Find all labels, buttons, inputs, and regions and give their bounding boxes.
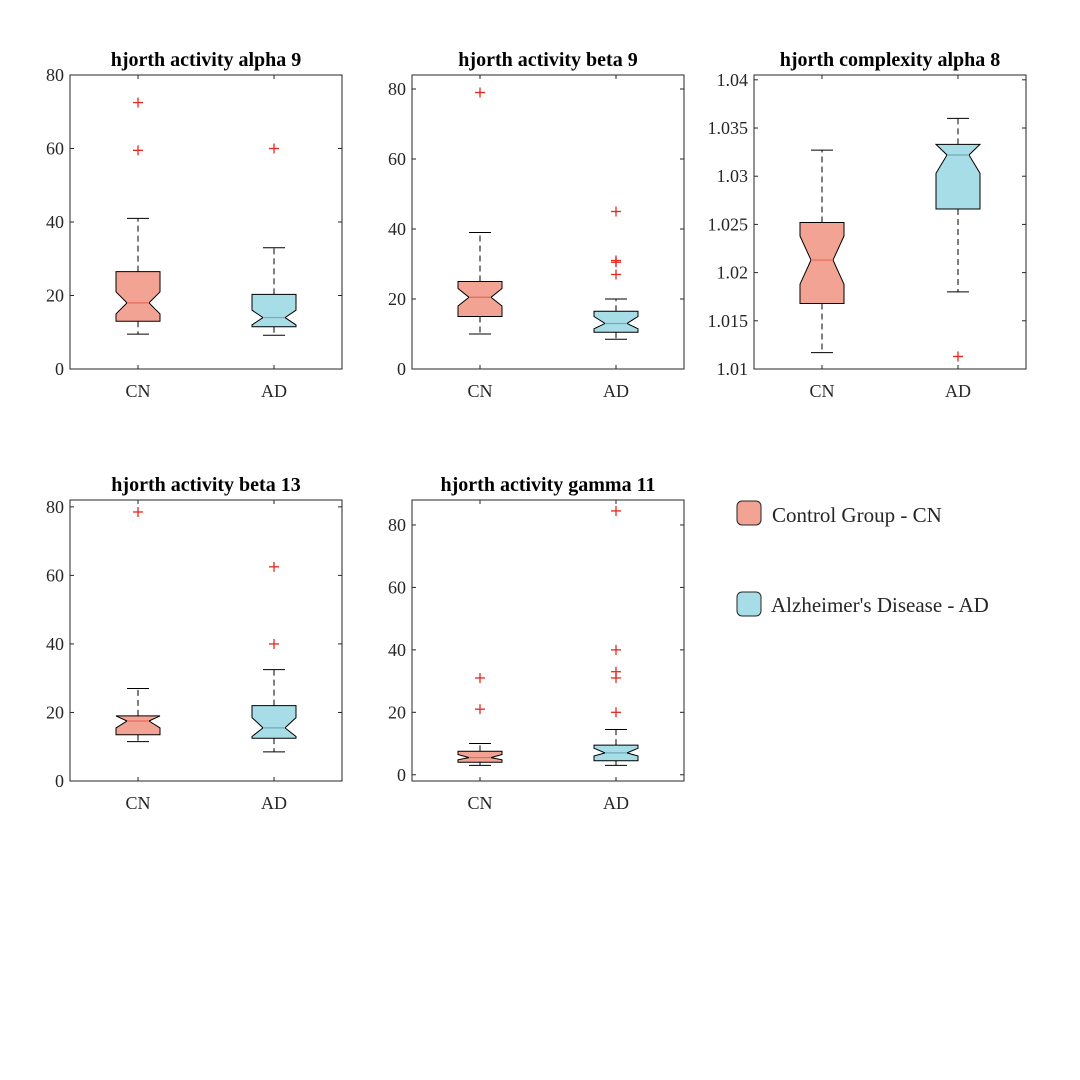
y-tick-label: 40 [46, 212, 64, 232]
y-tick-label: 0 [55, 771, 64, 791]
outlier-marker [611, 666, 621, 677]
legend: Control Group - CN Alzheimer's Disease -… [736, 500, 989, 617]
x-tick-label: AD [261, 793, 287, 813]
legend-label-ad: Alzheimer's Disease - AD [771, 593, 989, 617]
subplot-title: hjorth complexity alpha 8 [780, 49, 1001, 71]
legend-swatch-ad [736, 591, 762, 617]
y-tick-label: 20 [388, 289, 406, 309]
legend-item-ad: Alzheimer's Disease - AD [736, 591, 989, 617]
y-tick-label: 1.01 [717, 359, 749, 379]
box-ad [593, 505, 639, 766]
outlier-marker [611, 644, 621, 655]
x-tick-label: CN [809, 381, 834, 401]
y-tick-label: 0 [397, 765, 406, 785]
legend-swatch-cn [736, 500, 762, 526]
subplot-1: hjorth activity alpha 9 0 20 40 60 80 CN AD [46, 49, 343, 401]
y-tick-label: 20 [46, 702, 64, 722]
box-cn [457, 87, 503, 335]
outlier-marker [475, 704, 485, 715]
x-tick-label: AD [603, 381, 629, 401]
x-tick-label: CN [467, 381, 492, 401]
outlier-marker [475, 672, 485, 683]
notched-box [115, 715, 161, 736]
subplot-4: hjorth activity beta 13 0 20 40 60 80 CN AD [46, 474, 343, 813]
y-tick-label: 60 [388, 577, 406, 597]
box-cn [457, 672, 503, 766]
outlier-marker [269, 561, 279, 572]
y-tick-label: 40 [388, 640, 406, 660]
subplot-title: hjorth activity beta 9 [458, 49, 637, 71]
outlier-marker [611, 707, 621, 718]
outlier-marker [611, 505, 621, 516]
outlier-marker [133, 506, 143, 517]
y-tick-label: 0 [55, 359, 64, 379]
axes-frame [69, 499, 343, 782]
notched-box [934, 143, 982, 210]
x-tick-label: AD [603, 793, 629, 813]
box-ad [934, 117, 982, 362]
notched-box [457, 281, 503, 317]
box-ad [251, 561, 297, 753]
outlier-marker [133, 145, 143, 156]
box-cn [799, 149, 845, 354]
outlier-marker [953, 351, 963, 362]
x-tick-label: AD [945, 381, 971, 401]
y-tick-label: 60 [46, 565, 64, 585]
outlier-marker [611, 269, 621, 280]
y-tick-label: 60 [46, 139, 64, 159]
y-tick-label: 20 [388, 702, 406, 722]
notched-box [457, 750, 503, 763]
notched-box [799, 222, 845, 304]
y-tick-label: 40 [46, 634, 64, 654]
y-tick-label: 20 [46, 286, 64, 306]
y-tick-label: 1.015 [708, 311, 749, 331]
subplot-title: hjorth activity alpha 9 [111, 49, 302, 71]
axes-frame [411, 74, 685, 370]
y-tick-label: 80 [46, 497, 64, 517]
outlier-marker [269, 143, 279, 154]
subplot-5: hjorth activity gamma 11 0 20 40 60 80 CN AD [388, 474, 685, 813]
y-tick-label: 1.04 [717, 70, 749, 90]
box-cn [115, 506, 161, 743]
notched-box [251, 293, 297, 328]
outlier-marker [611, 206, 621, 217]
axes-frame [753, 74, 1027, 370]
y-tick-label: 80 [388, 515, 406, 535]
subplot-2: hjorth activity beta 9 0 20 40 60 80 CN AD [388, 49, 685, 401]
axes-frame [411, 499, 685, 782]
x-tick-label: CN [467, 793, 492, 813]
y-tick-label: 60 [388, 149, 406, 169]
legend-item-cn: Control Group - CN [736, 500, 942, 527]
box-ad [251, 143, 297, 336]
subplot-title: hjorth activity gamma 11 [441, 474, 656, 496]
outlier-marker [611, 255, 621, 266]
x-tick-label: CN [125, 381, 150, 401]
notched-box [593, 310, 639, 333]
y-tick-label: 1.035 [708, 118, 749, 138]
y-tick-label: 1.025 [708, 214, 749, 234]
notched-box [115, 271, 161, 322]
y-tick-label: 40 [388, 219, 406, 239]
notched-box [251, 705, 297, 739]
y-tick-label: 80 [388, 79, 406, 99]
outlier-marker [133, 97, 143, 108]
box-ad [593, 206, 639, 340]
subplot-title: hjorth activity beta 13 [111, 474, 300, 496]
x-tick-label: CN [125, 793, 150, 813]
subplot-3: hjorth complexity alpha 8 1.01 1.015 1.02 1.… [708, 49, 1027, 401]
y-tick-label: 1.02 [717, 263, 749, 283]
outlier-marker [269, 638, 279, 649]
y-tick-label: 1.03 [717, 166, 749, 186]
legend-label-cn: Control Group - CN [772, 503, 942, 527]
outlier-marker [475, 87, 485, 98]
y-tick-label: 80 [46, 65, 64, 85]
x-tick-label: AD [261, 381, 287, 401]
y-tick-label: 0 [397, 359, 406, 379]
box-cn [115, 97, 161, 335]
